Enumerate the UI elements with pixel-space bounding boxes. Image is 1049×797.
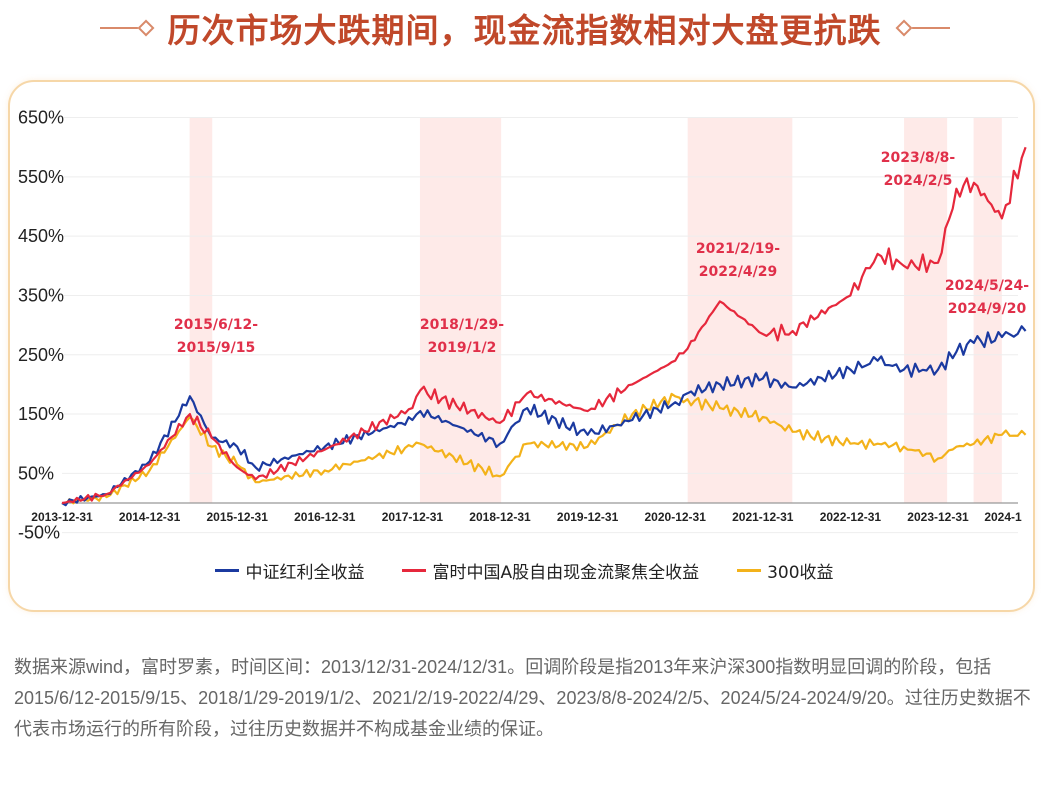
x-tick-label: 2021-12-31 [732, 510, 794, 524]
x-tick-label: 2013-12-31 [31, 510, 93, 524]
y-tick-label: 150% [18, 404, 64, 424]
y-tick-label: -50% [18, 523, 60, 543]
x-tick-label: 2019-12-31 [557, 510, 619, 524]
y-tick-label: 450% [18, 226, 64, 246]
data-source-footnote: 数据来源wind，富时罗素，时间区间：2013/12/31-2024/12/31… [14, 657, 1031, 739]
x-tick-label: 2023-12-31 [907, 510, 969, 524]
y-tick-label: 650% [18, 108, 64, 128]
legend-item-csi300: 300收益 [737, 558, 834, 583]
legend-swatch-blue [215, 569, 240, 572]
shaded-period-band [904, 118, 948, 503]
y-tick-label: 50% [18, 463, 54, 483]
x-tick-label: 2015-12-31 [207, 510, 269, 524]
y-tick-label: 250% [18, 345, 64, 365]
series-line [61, 146, 1027, 505]
period-annotation: 2015/6/12- [174, 317, 258, 333]
x-tick-label: 2017-12-31 [382, 510, 444, 524]
x-tick-label: 2018-12-31 [469, 510, 531, 524]
legend-swatch-red [402, 569, 427, 572]
shaded-period-band [687, 118, 793, 503]
x-tick-label: 2016-12-31 [294, 510, 356, 524]
chart-card [8, 80, 1035, 612]
x-tick-label: 2022-12-31 [820, 510, 882, 524]
left-ornament-icon [99, 19, 154, 37]
period-annotation: 2024/9/20 [948, 301, 1027, 317]
chart-legend: 中证红利全收益 富时中国A股自由现金流聚焦全收益 300收益 [0, 558, 1049, 583]
period-annotation: 2015/9/15 [177, 340, 255, 356]
x-tick-label: 2020-12-31 [645, 510, 707, 524]
period-annotation: 2018/1/29- [420, 317, 504, 333]
legend-item-cashflow: 富时中国A股自由现金流聚焦全收益 [402, 558, 699, 583]
shaded-period-band [973, 118, 1002, 503]
legend-label: 中证红利全收益 [245, 563, 365, 583]
period-annotation: 2024/2/5 [884, 173, 953, 189]
period-annotation: 2024/5/24- [945, 278, 1029, 294]
legend-label: 300收益 [767, 563, 834, 583]
chart-title: 历次市场大跌期间，现金流指数相对大盘更抗跌 [167, 11, 882, 50]
series-line [61, 325, 1027, 507]
x-tick-label: 2014-12-31 [119, 510, 181, 524]
line-chart: 650% 550% 450% 350% 250% 150% 50% -50%2013-12-3… [18, 108, 1029, 543]
legend-swatch-yellow [737, 569, 762, 572]
legend-item-dividend: 中证红利全收益 [215, 558, 364, 583]
right-ornament-icon [895, 19, 950, 37]
period-annotation: 2023/8/8- [881, 150, 956, 166]
chart-title-row: 历次市场大跌期间，现金流指数相对大盘更抗跌 [0, 0, 1049, 56]
period-annotation: 2022/4/29 [699, 264, 777, 280]
period-annotation: 2021/2/19- [696, 241, 780, 257]
y-tick-label: 550% [18, 167, 64, 187]
x-tick-label: 2024-1 [984, 510, 1022, 524]
legend-label: 富时中国A股自由现金流聚焦全收益 [432, 563, 700, 583]
y-tick-label: 350% [18, 285, 64, 305]
shaded-period-band [419, 118, 502, 503]
period-annotation: 2019/1/2 [428, 340, 497, 356]
